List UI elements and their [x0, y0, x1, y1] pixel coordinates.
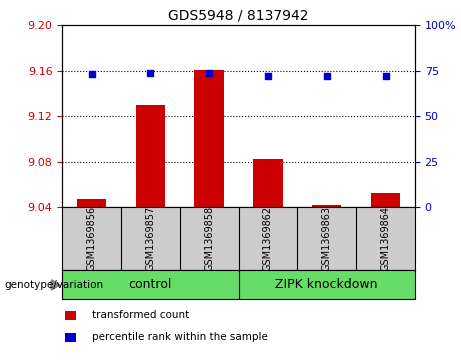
Point [382, 73, 389, 79]
Point [264, 73, 272, 79]
Text: GSM1369864: GSM1369864 [380, 206, 390, 271]
Text: percentile rank within the sample: percentile rank within the sample [92, 332, 268, 342]
Text: GSM1369857: GSM1369857 [145, 206, 155, 271]
Text: genotype/variation: genotype/variation [5, 280, 104, 290]
FancyArrow shape [51, 280, 60, 290]
Point [147, 70, 154, 76]
Text: GSM1369858: GSM1369858 [204, 206, 214, 271]
Bar [253, 159, 283, 207]
Bar [195, 70, 224, 207]
Point [206, 70, 213, 76]
Title: GDS5948 / 8137942: GDS5948 / 8137942 [168, 9, 309, 23]
Text: ZIPK knockdown: ZIPK knockdown [276, 278, 378, 291]
Text: GSM1369863: GSM1369863 [322, 206, 332, 271]
Text: transformed count: transformed count [92, 310, 189, 320]
Bar [77, 199, 106, 207]
Point [323, 73, 331, 79]
Text: GSM1369862: GSM1369862 [263, 206, 273, 271]
Point [88, 72, 95, 77]
Text: control: control [129, 278, 172, 291]
Bar [136, 105, 165, 207]
Bar [371, 193, 400, 207]
Bar [312, 205, 342, 207]
Text: GSM1369856: GSM1369856 [87, 206, 97, 271]
